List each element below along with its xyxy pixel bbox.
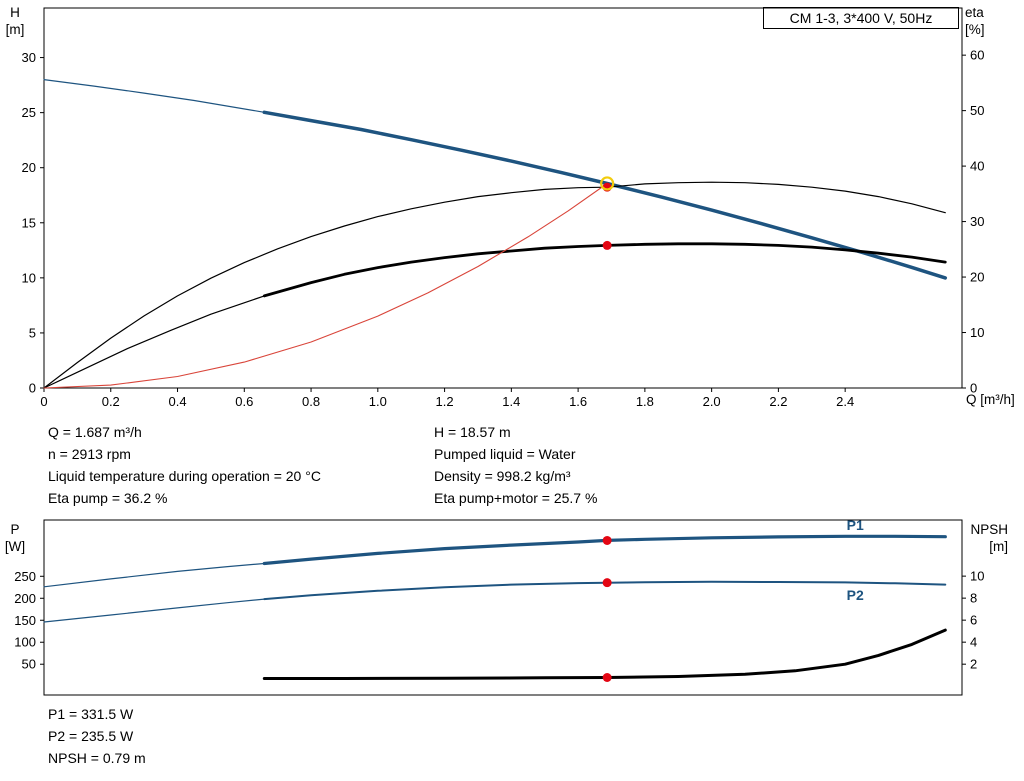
eta-pump-text: Eta pump = 36.2 %: [48, 490, 168, 506]
p-axis-symbol: P: [10, 522, 20, 537]
y-right-tick-label: 0: [970, 381, 977, 396]
eta-axis-label: eta [%]: [965, 4, 1007, 38]
y-right-tick-label: 20: [970, 270, 984, 285]
series-p2-curve-thin: [43, 598, 265, 623]
y-left-tick-label: 200: [14, 591, 36, 606]
x-tick-label: 2.4: [836, 394, 854, 409]
y-left-tick-label: 0: [29, 381, 36, 396]
x-tick-label: 1.2: [436, 394, 454, 409]
p1-duty-dot: [602, 535, 612, 545]
plot-border: [43, 519, 963, 696]
npsh-axis-label: NPSH [m]: [960, 521, 1008, 555]
y-right-tick-label: 10: [970, 325, 984, 340]
p-axis-label: P [W]: [0, 521, 30, 555]
x-tick-label: 1.0: [369, 394, 387, 409]
p2-value-text: P2 = 235.5 W: [48, 728, 134, 744]
eta-pump-motor-duty-dot: [602, 240, 612, 250]
y-left-tick-label: 20: [22, 160, 36, 175]
y-right-tick-label: 6: [970, 613, 977, 628]
series-p1-curve-thin: [43, 562, 265, 588]
q-axis-label: Q [m³/h]: [966, 392, 1015, 407]
npsh-value-text: NPSH = 0.79 m: [48, 750, 146, 766]
y-right-tick-label: 40: [970, 159, 984, 174]
x-tick-label: 1.4: [502, 394, 520, 409]
y-right-tick-label: 4: [970, 635, 977, 650]
curve-label-P1: P1: [847, 517, 864, 533]
eta-axis-unit: [%]: [965, 22, 985, 37]
x-tick-label: 0.6: [235, 394, 253, 409]
series-pump-curve: [262, 110, 948, 280]
p-axis-unit: [W]: [4, 539, 26, 554]
y-left-tick-label: 25: [22, 105, 36, 120]
y-left-tick-label: 15: [22, 215, 36, 230]
series-system-curve: [43, 182, 608, 389]
duty-point-ring: [600, 176, 615, 191]
h-axis-label: H [m]: [0, 4, 30, 38]
x-tick-label: 0: [40, 394, 47, 409]
y-right-tick-label: 30: [970, 214, 984, 229]
y-left-tick-label: 50: [22, 657, 36, 672]
series-eta-pump-motor-curve: [262, 242, 947, 298]
y-right-tick-label: 2: [970, 657, 977, 672]
y-left-tick-label: 10: [22, 270, 36, 285]
x-tick-label: 0.4: [168, 394, 186, 409]
pump-title-box: CM 1-3, 3*400 V, 50Hz: [763, 7, 959, 29]
p2-duty-dot: [602, 578, 612, 588]
h-axis-unit: [m]: [5, 22, 25, 37]
eta-axis-symbol: eta: [965, 5, 984, 20]
duty-info-left: Q = 1.687 m³/h n = 2913 rpm Liquid tempe…: [48, 421, 321, 509]
x-tick-label: 2.0: [703, 394, 721, 409]
y-left-tick-label: 250: [14, 569, 36, 584]
liquid-temp-text: Liquid temperature during operation = 20…: [48, 468, 321, 484]
npsh-duty-dot: [602, 673, 612, 682]
x-tick-label: 0.2: [102, 394, 120, 409]
pumped-liquid-text: Pumped liquid = Water: [434, 446, 576, 462]
series-eta-pump-curve: [43, 181, 946, 389]
y-left-tick-label: 30: [22, 50, 36, 65]
h-axis-symbol: H: [10, 5, 20, 20]
y-right-tick-label: 10: [970, 569, 984, 584]
series-eta-pump-motor-thin: [43, 295, 265, 389]
y-right-tick-label: 50: [970, 103, 984, 118]
plot-border: [43, 7, 963, 389]
x-tick-label: 2.2: [769, 394, 787, 409]
duty-flow-text: Q = 1.687 m³/h: [48, 424, 142, 440]
y-left-tick-label: 100: [14, 635, 36, 650]
power-npsh-chart: 50 100 150 200 250 2 4 6 8 10 P1 P2: [14, 517, 984, 696]
duty-head-text: H = 18.57 m: [434, 424, 511, 440]
npsh-axis-symbol: NPSH: [970, 522, 1008, 537]
curve-label-P2: P2: [847, 587, 864, 603]
speed-text: n = 2913 rpm: [48, 446, 131, 462]
y-left-tick-label: 5: [29, 325, 36, 340]
p1-value-text: P1 = 331.5 W: [48, 706, 134, 722]
x-tick-label: 1.6: [569, 394, 587, 409]
hq-eta-chart: 0 0.2 0.4 0.6 0.8 1.0 1.2 1.4 1.6 1.8 2.0 2.2 2.4 0 5 1…: [22, 7, 984, 409]
y-right-tick-label: 60: [970, 48, 984, 63]
y-right-tick-label: 8: [970, 591, 977, 606]
x-tick-label: 1.8: [636, 394, 654, 409]
series-npsh-curve: [262, 628, 947, 680]
power-info: P1 = 331.5 W P2 = 235.5 W NPSH = 0.79 m: [48, 703, 146, 769]
npsh-axis-unit: [m]: [989, 539, 1008, 554]
x-tick-label: 0.8: [302, 394, 320, 409]
density-text: Density = 998.2 kg/m³: [434, 468, 571, 484]
series-pump-curve-thin: [43, 78, 265, 113]
y-left-tick-label: 150: [14, 613, 36, 628]
duty-info-right: H = 18.57 m Pumped liquid = Water Densit…: [434, 421, 597, 509]
eta-pump-motor-text: Eta pump+motor = 25.7 %: [434, 490, 598, 506]
